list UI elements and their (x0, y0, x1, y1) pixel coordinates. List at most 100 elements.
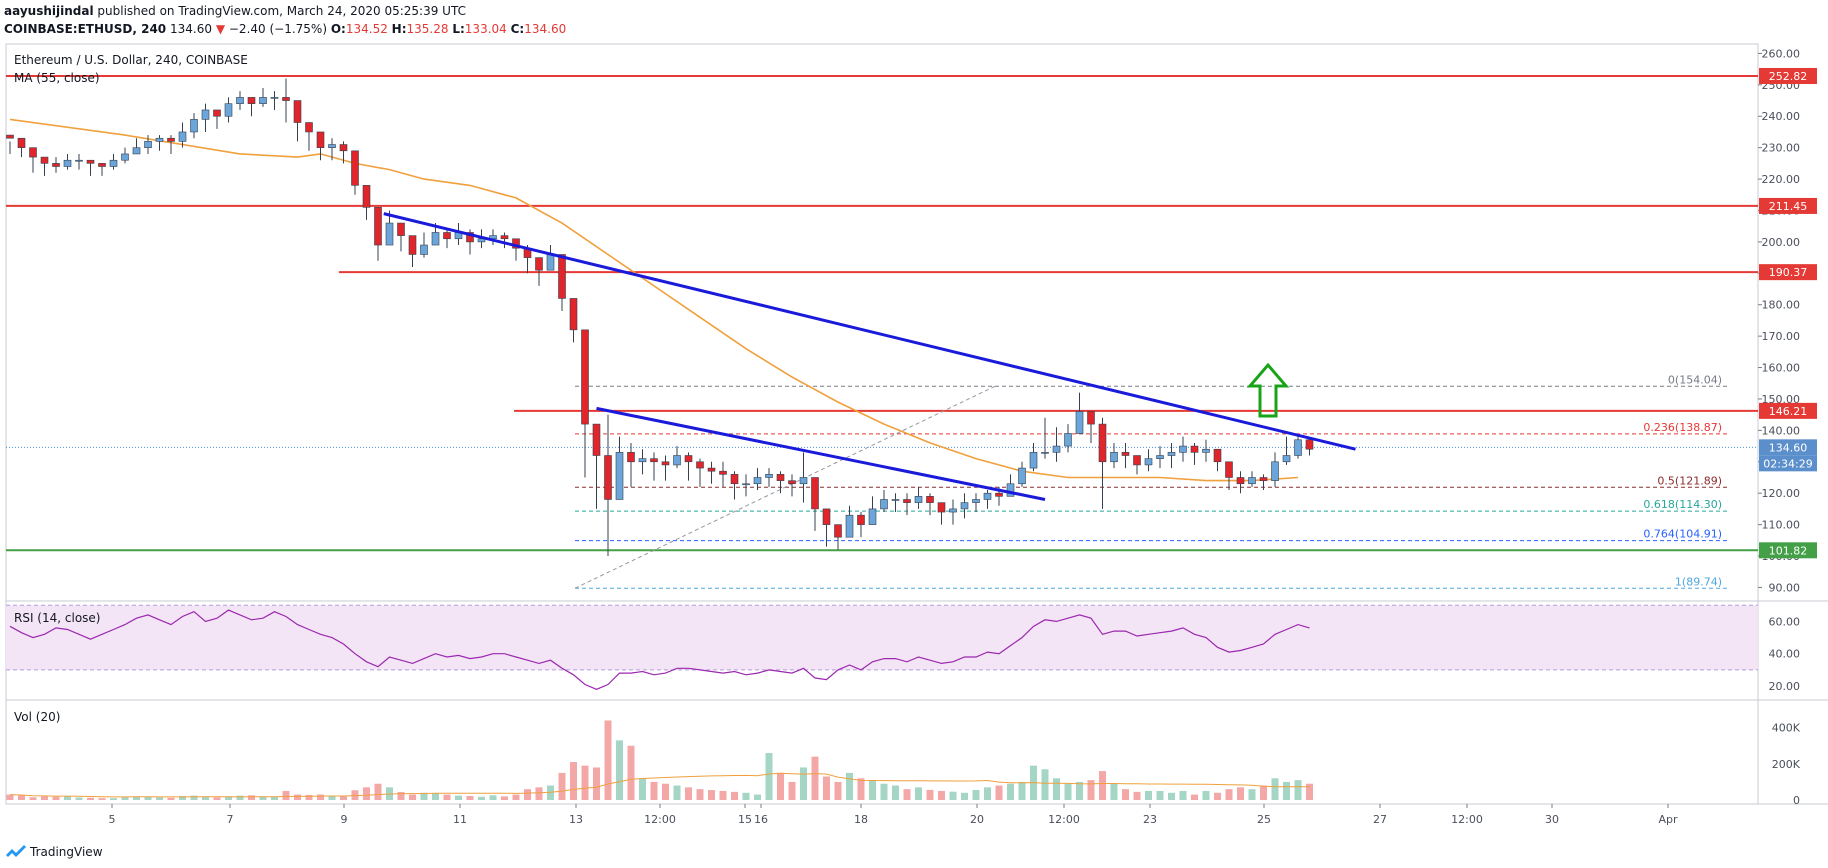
candle-body (673, 455, 681, 466)
candle-body (1052, 445, 1061, 453)
candle-body (995, 492, 1003, 497)
volume-bar (823, 776, 830, 800)
candle-body (236, 97, 244, 104)
time-tick-label: 27 (1373, 813, 1387, 826)
volume-bar (535, 787, 543, 800)
volume-bar (558, 772, 566, 800)
volume-bar (524, 789, 531, 800)
volume-bar (328, 796, 336, 800)
last-price: 134.60 (169, 22, 212, 36)
volume-bar (18, 795, 25, 800)
candle-body (972, 499, 980, 503)
candle-body (293, 100, 302, 123)
countdown-label: 02:34:29 (1763, 457, 1812, 470)
level-price-tag (1759, 264, 1817, 281)
volume-bar (478, 796, 485, 800)
candle-body (1282, 455, 1291, 463)
volume-bar (800, 767, 807, 800)
volume-bar (788, 781, 796, 800)
volume-bar (742, 792, 750, 800)
candle-body (581, 329, 589, 425)
tradingview-logo[interactable]: TradingView (6, 842, 103, 862)
candle-body (1110, 452, 1118, 463)
candle-body (109, 159, 118, 167)
candle-body (316, 131, 325, 148)
high-label: H: (391, 22, 407, 36)
time-tick-label: 18 (854, 813, 868, 826)
candle-body (63, 159, 72, 167)
volume-bar (673, 785, 681, 800)
candlestick-series (6, 78, 1314, 557)
volume-bar (811, 756, 819, 800)
candle-body (857, 514, 865, 525)
price-tick-label: 90.00 (1769, 581, 1801, 594)
candle-body (799, 477, 808, 485)
volume-bar (1283, 781, 1290, 800)
candle-body (1305, 439, 1314, 450)
rsi-legend: RSI (14, close) (14, 611, 100, 625)
fibonacci-retracement: 0(154.04) 0.236(138.87) 0.5(121.89) 0.618(1… (574, 373, 1728, 589)
candle-body (1167, 452, 1176, 456)
time-tick-label: 13 (569, 813, 583, 826)
volume-bar (202, 796, 209, 800)
volume-bar (949, 791, 957, 800)
volume-bar (443, 794, 451, 800)
time-tick-label: 25 (1257, 813, 1271, 826)
volume-bar (926, 789, 934, 800)
volume-bar (731, 791, 738, 800)
volume-bar (1271, 778, 1279, 800)
candle-body (408, 235, 417, 255)
level-price-label: 252.82 (1769, 70, 1808, 83)
volume-bar (1064, 783, 1072, 800)
candle-body (385, 222, 394, 246)
volume-bar (75, 797, 83, 800)
volume-bar (87, 797, 94, 800)
candle-body (569, 298, 578, 331)
volume-bar (374, 783, 382, 800)
price-tick-label: 260.00 (1762, 47, 1801, 60)
time-axis[interactable]: 5 7 9 11 13 12:00 15 16 18 20 12:00 23 25 27 12:00 30 Ap… (109, 804, 1678, 826)
publish-line: aayushijindal published on TradingView.c… (4, 2, 1824, 20)
volume-bar (662, 783, 669, 800)
volume-bar (363, 787, 370, 800)
volume-legend: Vol (20) (14, 710, 60, 724)
candle-body (949, 508, 957, 513)
candle-body (891, 499, 900, 501)
volume-bar (1018, 781, 1026, 800)
volume-bar (190, 795, 198, 800)
fib-level-label: 1(89.74) (1675, 575, 1722, 588)
volume-bar (225, 796, 232, 800)
rsi-tick-label: 60.00 (1769, 615, 1801, 628)
price-tick-label: 160.00 (1762, 362, 1801, 375)
volume-bar (639, 778, 646, 800)
volume-bar (248, 795, 255, 800)
candle-body (155, 137, 164, 142)
price-axis[interactable]: 260.00250.00240.00230.00220.00210.00200.… (1758, 47, 1800, 594)
volume-bar (1179, 790, 1187, 800)
time-tick-label: 11 (453, 813, 467, 826)
current-price-tag (1759, 439, 1817, 456)
candle-body (328, 144, 336, 148)
candle-body (282, 97, 290, 101)
candle-body (811, 477, 819, 510)
volume-bar (409, 794, 416, 800)
volume-bar (1145, 790, 1152, 800)
volume-bar (1168, 792, 1175, 800)
volume-bar (29, 797, 37, 800)
time-tick-label: 7 (227, 813, 234, 826)
volume-pane: 400K 200K 0 (6, 720, 1801, 807)
volume-bar (489, 795, 497, 800)
candle-body (362, 185, 371, 208)
time-tick-label: 20 (970, 813, 984, 826)
publisher-name[interactable]: aayushijindal (4, 4, 94, 18)
candle-body (29, 147, 37, 158)
candle-body (443, 232, 451, 240)
volume-bar (1202, 790, 1210, 800)
candle-body (75, 159, 83, 162)
time-tick-label: 15 (738, 813, 752, 826)
candle-body (6, 134, 14, 139)
price-tick-label: 240.00 (1762, 110, 1801, 123)
time-tick-label: 23 (1143, 813, 1157, 826)
candle-body (201, 109, 210, 120)
